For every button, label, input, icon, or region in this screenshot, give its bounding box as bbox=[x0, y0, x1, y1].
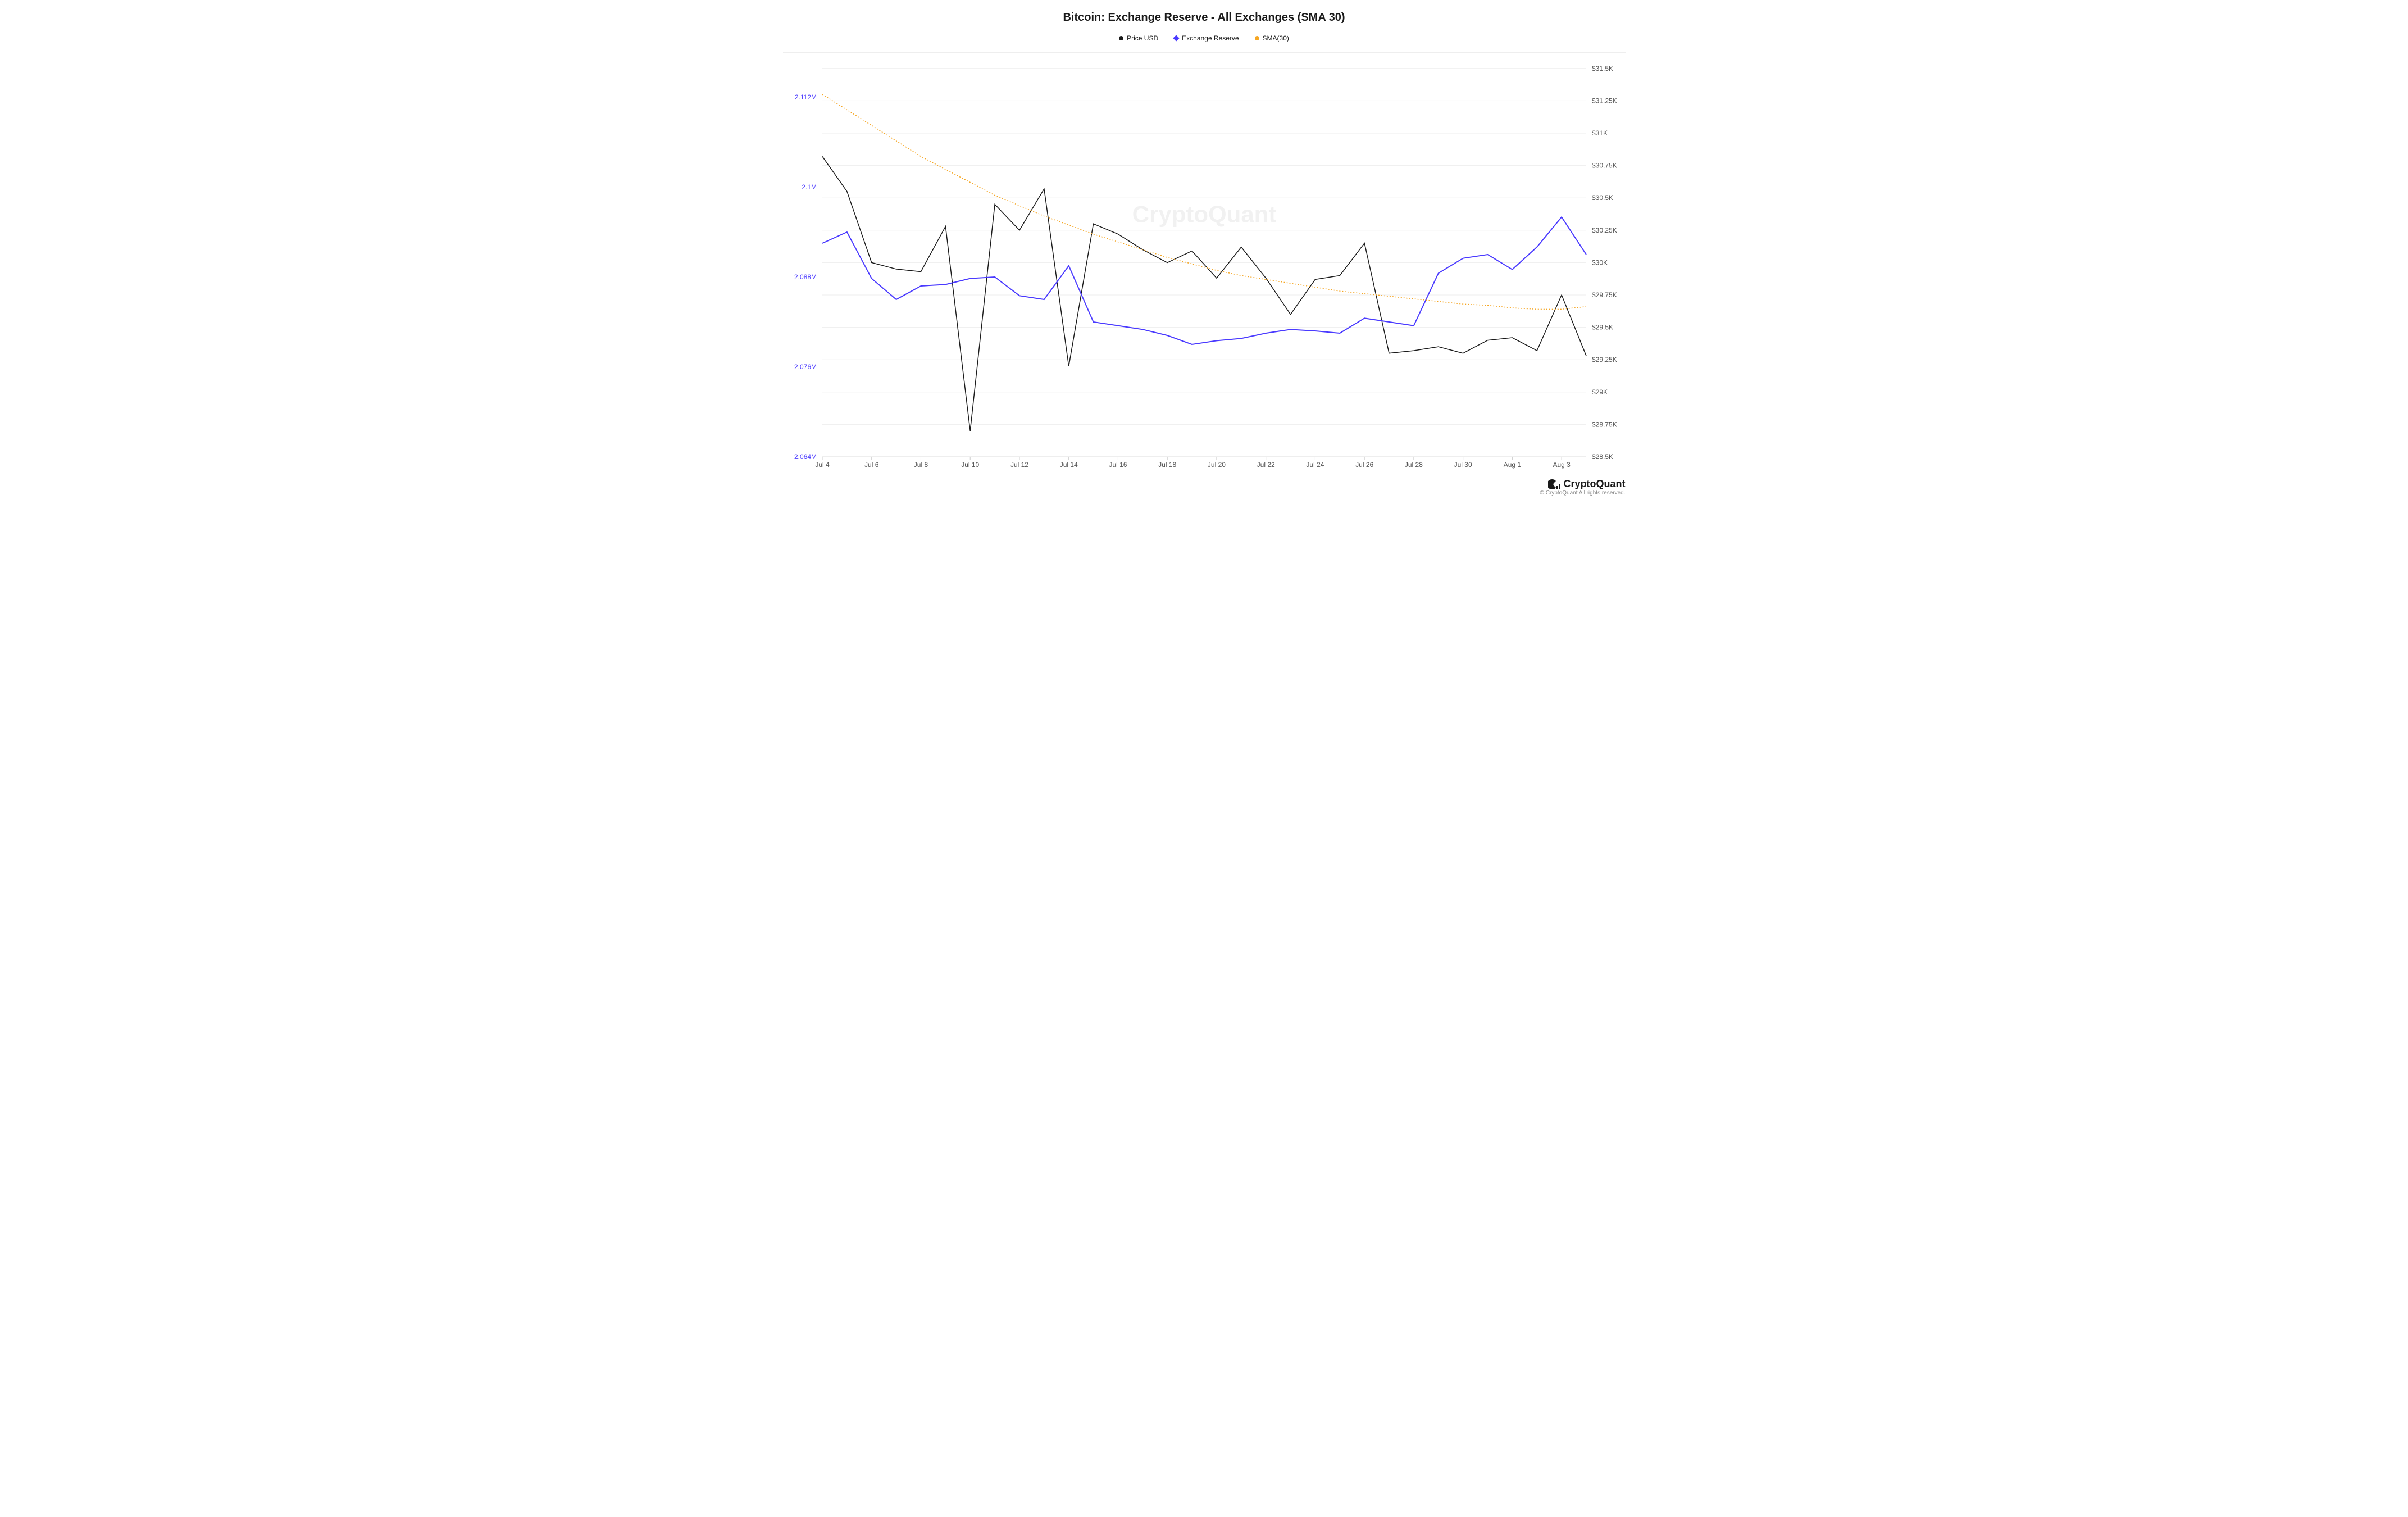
legend-item-reserve: Exchange Reserve bbox=[1174, 34, 1239, 42]
svg-text:Jul 22: Jul 22 bbox=[1257, 461, 1274, 469]
svg-text:$30.25K: $30.25K bbox=[1592, 226, 1617, 234]
legend-marker-reserve bbox=[1173, 35, 1179, 41]
chart-container: Bitcoin: Exchange Reserve - All Exchange… bbox=[783, 11, 1626, 496]
svg-text:Jul 6: Jul 6 bbox=[864, 461, 879, 469]
legend-label-price: Price USD bbox=[1127, 34, 1158, 42]
svg-text:$28.75K: $28.75K bbox=[1592, 420, 1617, 428]
svg-text:2.064M: 2.064M bbox=[794, 453, 816, 461]
svg-text:Jul 10: Jul 10 bbox=[961, 461, 979, 469]
svg-text:Jul 26: Jul 26 bbox=[1355, 461, 1373, 469]
brand-copyright: © CryptoQuant All rights reserved. bbox=[1540, 490, 1626, 496]
svg-text:Jul 18: Jul 18 bbox=[1158, 461, 1176, 469]
svg-text:$28.5K: $28.5K bbox=[1592, 453, 1613, 461]
legend-label-sma: SMA(30) bbox=[1263, 34, 1289, 42]
legend-label-reserve: Exchange Reserve bbox=[1182, 34, 1239, 42]
legend-marker-price bbox=[1119, 36, 1123, 40]
series-exchange-reserve bbox=[822, 217, 1586, 344]
legend-item-price: Price USD bbox=[1119, 34, 1158, 42]
svg-text:Aug 3: Aug 3 bbox=[1553, 461, 1571, 469]
legend-item-sma: SMA(30) bbox=[1255, 34, 1289, 42]
svg-text:$29.25K: $29.25K bbox=[1592, 356, 1617, 364]
svg-text:Jul 12: Jul 12 bbox=[1010, 461, 1028, 469]
svg-text:2.112M: 2.112M bbox=[794, 93, 816, 101]
chart-title: Bitcoin: Exchange Reserve - All Exchange… bbox=[783, 11, 1626, 24]
svg-text:$30.75K: $30.75K bbox=[1592, 162, 1617, 170]
svg-text:$29.75K: $29.75K bbox=[1592, 291, 1617, 299]
svg-text:Jul 4: Jul 4 bbox=[815, 461, 830, 469]
svg-text:$31.5K: $31.5K bbox=[1592, 65, 1613, 72]
svg-text:Jul 20: Jul 20 bbox=[1207, 461, 1225, 469]
svg-text:2.088M: 2.088M bbox=[794, 273, 816, 281]
svg-text:Jul 28: Jul 28 bbox=[1404, 461, 1422, 469]
svg-text:Jul 16: Jul 16 bbox=[1109, 461, 1127, 469]
svg-text:Jul 24: Jul 24 bbox=[1306, 461, 1324, 469]
svg-text:Aug 1: Aug 1 bbox=[1503, 461, 1521, 469]
svg-text:2.076M: 2.076M bbox=[794, 363, 816, 371]
svg-text:CryptoQuant: CryptoQuant bbox=[1132, 201, 1276, 227]
svg-text:$29K: $29K bbox=[1592, 388, 1608, 396]
brand-logo-icon bbox=[1548, 479, 1560, 489]
plot-area: CryptoQuant 2.064M 2.076M 2.088M 2.1M 2.112M $… bbox=[783, 47, 1626, 474]
svg-text:Jul 14: Jul 14 bbox=[1059, 461, 1077, 469]
legend-marker-sma bbox=[1255, 36, 1259, 40]
svg-text:$31.25K: $31.25K bbox=[1592, 97, 1617, 105]
svg-text:$30.5K: $30.5K bbox=[1592, 194, 1613, 202]
legend: Price USD Exchange Reserve SMA(30) bbox=[783, 34, 1626, 42]
svg-text:Jul 8: Jul 8 bbox=[913, 461, 928, 469]
brand-name: CryptoQuant bbox=[1564, 478, 1626, 490]
svg-text:Jul 30: Jul 30 bbox=[1454, 461, 1472, 469]
svg-text:$30K: $30K bbox=[1592, 258, 1608, 266]
brand-footer: CryptoQuant © CryptoQuant All rights res… bbox=[783, 478, 1626, 496]
chart-svg: CryptoQuant 2.064M 2.076M 2.088M 2.1M 2.112M $… bbox=[783, 47, 1626, 474]
svg-text:$29.5K: $29.5K bbox=[1592, 324, 1613, 331]
svg-text:2.1M: 2.1M bbox=[802, 183, 817, 191]
svg-text:$31K: $31K bbox=[1592, 129, 1608, 137]
